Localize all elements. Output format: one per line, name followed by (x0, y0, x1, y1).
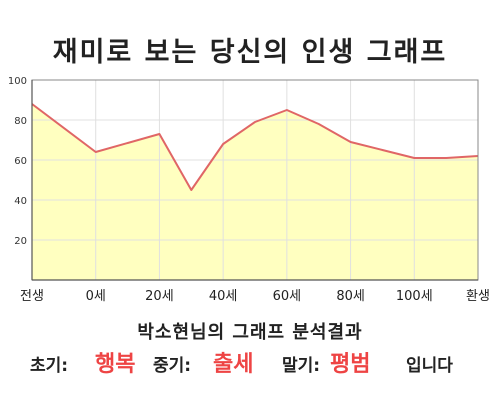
y-tick-label: 100 (8, 76, 27, 87)
series-line (31, 103, 479, 191)
x-tick-label: 40세 (209, 289, 238, 304)
y-tick-label: 40 (14, 196, 27, 207)
x-tick-label: 20세 (145, 289, 174, 304)
area-fill (32, 104, 478, 280)
late-label: 말기: (282, 356, 321, 376)
early-value: 행복 (95, 352, 136, 377)
x-tick-label: 0세 (86, 289, 106, 304)
x-tick-label: 100세 (396, 289, 433, 304)
x-tick-label: 80세 (336, 289, 365, 304)
early-label: 초기: (30, 356, 69, 376)
analysis-result-label: 박소현님의 그래프 분석결과 (137, 322, 363, 343)
ending-text: 입니다 (406, 356, 453, 376)
x-tick-label: 60세 (273, 289, 302, 304)
y-tick-label: 80 (14, 116, 27, 127)
y-tick-label: 60 (14, 156, 27, 167)
analysis-result-line: 초기: 행복 중기: 출세 말기: 평범 입니다 (0, 348, 500, 380)
chart-title: 재미로 보는 당신의 인생 그래프 (52, 37, 448, 68)
mid-value: 출세 (213, 352, 254, 377)
x-tick-label: 환생 (466, 289, 490, 304)
x-tick-label: 전생 (20, 289, 44, 304)
late-value: 평범 (330, 352, 371, 377)
y-tick-label: 20 (14, 236, 27, 247)
mid-label: 중기: (153, 356, 192, 376)
